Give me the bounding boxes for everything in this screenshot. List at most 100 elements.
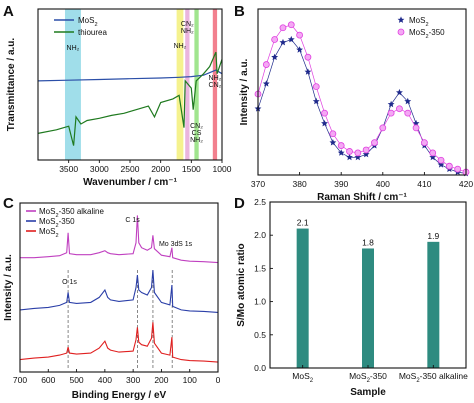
legend-label-MoS2: MoS2 bbox=[39, 227, 59, 239]
data-point-MoS2 bbox=[404, 97, 412, 105]
data-point-MoS2 bbox=[262, 80, 270, 87]
y-tick-label: 0.0 bbox=[254, 363, 266, 373]
data-point-MoS2-350 bbox=[454, 165, 462, 173]
legend-label-MoS2-350: MoS2-350 bbox=[409, 28, 445, 40]
legend-swatch-MoS2-350 bbox=[397, 28, 405, 36]
legend-label-alkaline: MoS2-350 alkaline bbox=[39, 207, 104, 219]
x-tick-label: 400 bbox=[98, 375, 112, 385]
data-point-MoS2-350 bbox=[296, 31, 304, 39]
x-tick-label: 3000 bbox=[90, 164, 109, 174]
legend-label-thiourea: thiourea bbox=[78, 28, 107, 37]
data-point-MoS2-350 bbox=[271, 36, 279, 43]
y-axis-label: Transmittance / a.u. bbox=[6, 38, 17, 132]
y-tick-label: 1.5 bbox=[254, 263, 266, 273]
annotation-label-1: C 1s bbox=[125, 217, 140, 224]
data-point-MoS2-350 bbox=[371, 139, 378, 147]
data-point-MoS2-350 bbox=[412, 124, 420, 132]
annotation-label-0: O 1s bbox=[62, 279, 77, 286]
annotation-label-3: S 1s bbox=[178, 241, 193, 248]
data-point-MoS2-350 bbox=[304, 53, 312, 61]
y-tick-label: 0.5 bbox=[254, 330, 266, 340]
x-tick-label-1: MoS2-350 bbox=[349, 371, 387, 384]
series-line-MoS2 bbox=[37, 69, 223, 82]
series-line-MoS2-350 bbox=[19, 270, 219, 313]
y-axis-label: Intensity / a.u. bbox=[239, 58, 250, 125]
data-point-MoS2-350 bbox=[420, 139, 428, 147]
data-point-MoS2-350 bbox=[437, 156, 445, 164]
y-axis-label: Intensity / a.u. bbox=[3, 254, 14, 321]
x-tick-label: 390 bbox=[334, 179, 348, 189]
x-axis-label: Raman Shift / cm⁻¹ bbox=[317, 192, 407, 203]
x-tick-label: 410 bbox=[417, 179, 431, 189]
x-tick-label: 380 bbox=[293, 179, 307, 189]
panel-a: NH₂ NH₂ CN₂ NH₂ CN₂ CS NH₂ NH₂ CN₂ 3500 3000 2500 20… bbox=[3, 3, 232, 188]
plot-frame bbox=[19, 202, 219, 373]
legend-label-MoS2-350: MoS2-350 bbox=[39, 217, 75, 229]
data-point-MoS2-350 bbox=[262, 61, 270, 68]
data-point-MoS2-350 bbox=[321, 109, 328, 117]
data-point-MoS2 bbox=[329, 139, 337, 146]
data-point-MoS2 bbox=[346, 153, 353, 161]
panel-c: O 1s C 1s Mo 3d S 1s 700 600 500 400 300 200 100 0 B… bbox=[3, 195, 221, 401]
data-point-MoS2 bbox=[304, 68, 312, 75]
x-tick-label: 500 bbox=[69, 375, 83, 385]
y-tick-label: 1.0 bbox=[254, 297, 266, 307]
band-label-0: NH₂ bbox=[67, 45, 80, 52]
data-point-MoS2-350 bbox=[287, 21, 295, 29]
x-tick-label: 100 bbox=[183, 375, 197, 385]
data-point-MoS2-350 bbox=[445, 162, 453, 170]
band-label-2: CN₂ NH₂ bbox=[181, 21, 194, 35]
band-label-3: CN₂ CS NH₂ bbox=[190, 123, 203, 144]
data-point-MoS2 bbox=[271, 53, 279, 61]
data-point-MoS2 bbox=[337, 149, 345, 156]
panel-letter: B bbox=[234, 3, 245, 20]
data-point-MoS2-350 bbox=[279, 24, 287, 32]
x-tick-label-0: MoS2 bbox=[292, 371, 313, 384]
x-tick-label: 700 bbox=[13, 375, 27, 385]
band-label-1: NH₂ bbox=[174, 43, 187, 50]
y-tick-label: 2.0 bbox=[254, 230, 266, 240]
x-axis-label: Sample bbox=[350, 387, 386, 398]
bar-2 bbox=[427, 241, 440, 368]
plot-frame bbox=[257, 8, 467, 176]
x-tick-label: 2000 bbox=[151, 164, 170, 174]
x-tick-label: 3500 bbox=[59, 164, 78, 174]
x-tick-label: 600 bbox=[41, 375, 55, 385]
band-2 bbox=[185, 9, 190, 160]
x-tick-label: 420 bbox=[459, 179, 473, 189]
data-point-MoS2 bbox=[287, 35, 295, 43]
data-point-MoS2 bbox=[279, 38, 287, 46]
data-point-MoS2 bbox=[396, 88, 403, 96]
band-0 bbox=[64, 9, 81, 160]
data-point-MoS2-350 bbox=[337, 142, 345, 149]
data-point-MoS2-350 bbox=[387, 109, 395, 117]
x-tick-label: 1000 bbox=[213, 164, 232, 174]
panel-letter: D bbox=[234, 195, 245, 212]
data-point-MoS2-350 bbox=[404, 109, 412, 117]
legend-label-MoS2: MoS2 bbox=[78, 16, 98, 28]
data-point-MoS2 bbox=[437, 161, 445, 168]
panel-d: 2.1 MoS2 1.8 MoS2-350 1.9 MoS2-350 alkaline 0.… bbox=[234, 195, 468, 398]
bar-0 bbox=[296, 228, 309, 368]
legend-label-MoS2: MoS2 bbox=[409, 16, 429, 28]
bar-value-label-2: 1.9 bbox=[427, 231, 439, 241]
plot-frame bbox=[269, 201, 467, 369]
x-axis-label: Wavenumber / cm⁻¹ bbox=[83, 177, 177, 188]
data-point-MoS2-350 bbox=[346, 148, 353, 155]
panel-letter: A bbox=[3, 3, 14, 20]
x-tick-label: 0 bbox=[216, 375, 221, 385]
data-point-MoS2-350 bbox=[354, 149, 362, 157]
series-line-alkaline bbox=[20, 215, 219, 264]
data-point-MoS2 bbox=[429, 153, 437, 161]
x-tick-label: 300 bbox=[126, 375, 140, 385]
data-point-MoS2-350 bbox=[429, 149, 437, 157]
x-tick-label: 200 bbox=[154, 375, 168, 385]
series-line-MoS2 bbox=[19, 322, 219, 363]
series-line-MoS2-350 bbox=[257, 24, 467, 173]
data-point-MoS2 bbox=[296, 46, 303, 53]
x-tick-label: 2500 bbox=[121, 164, 140, 174]
data-point-MoS2-350 bbox=[312, 83, 320, 91]
data-point-MoS2-350 bbox=[396, 105, 403, 113]
x-tick-label: 1500 bbox=[182, 164, 201, 174]
